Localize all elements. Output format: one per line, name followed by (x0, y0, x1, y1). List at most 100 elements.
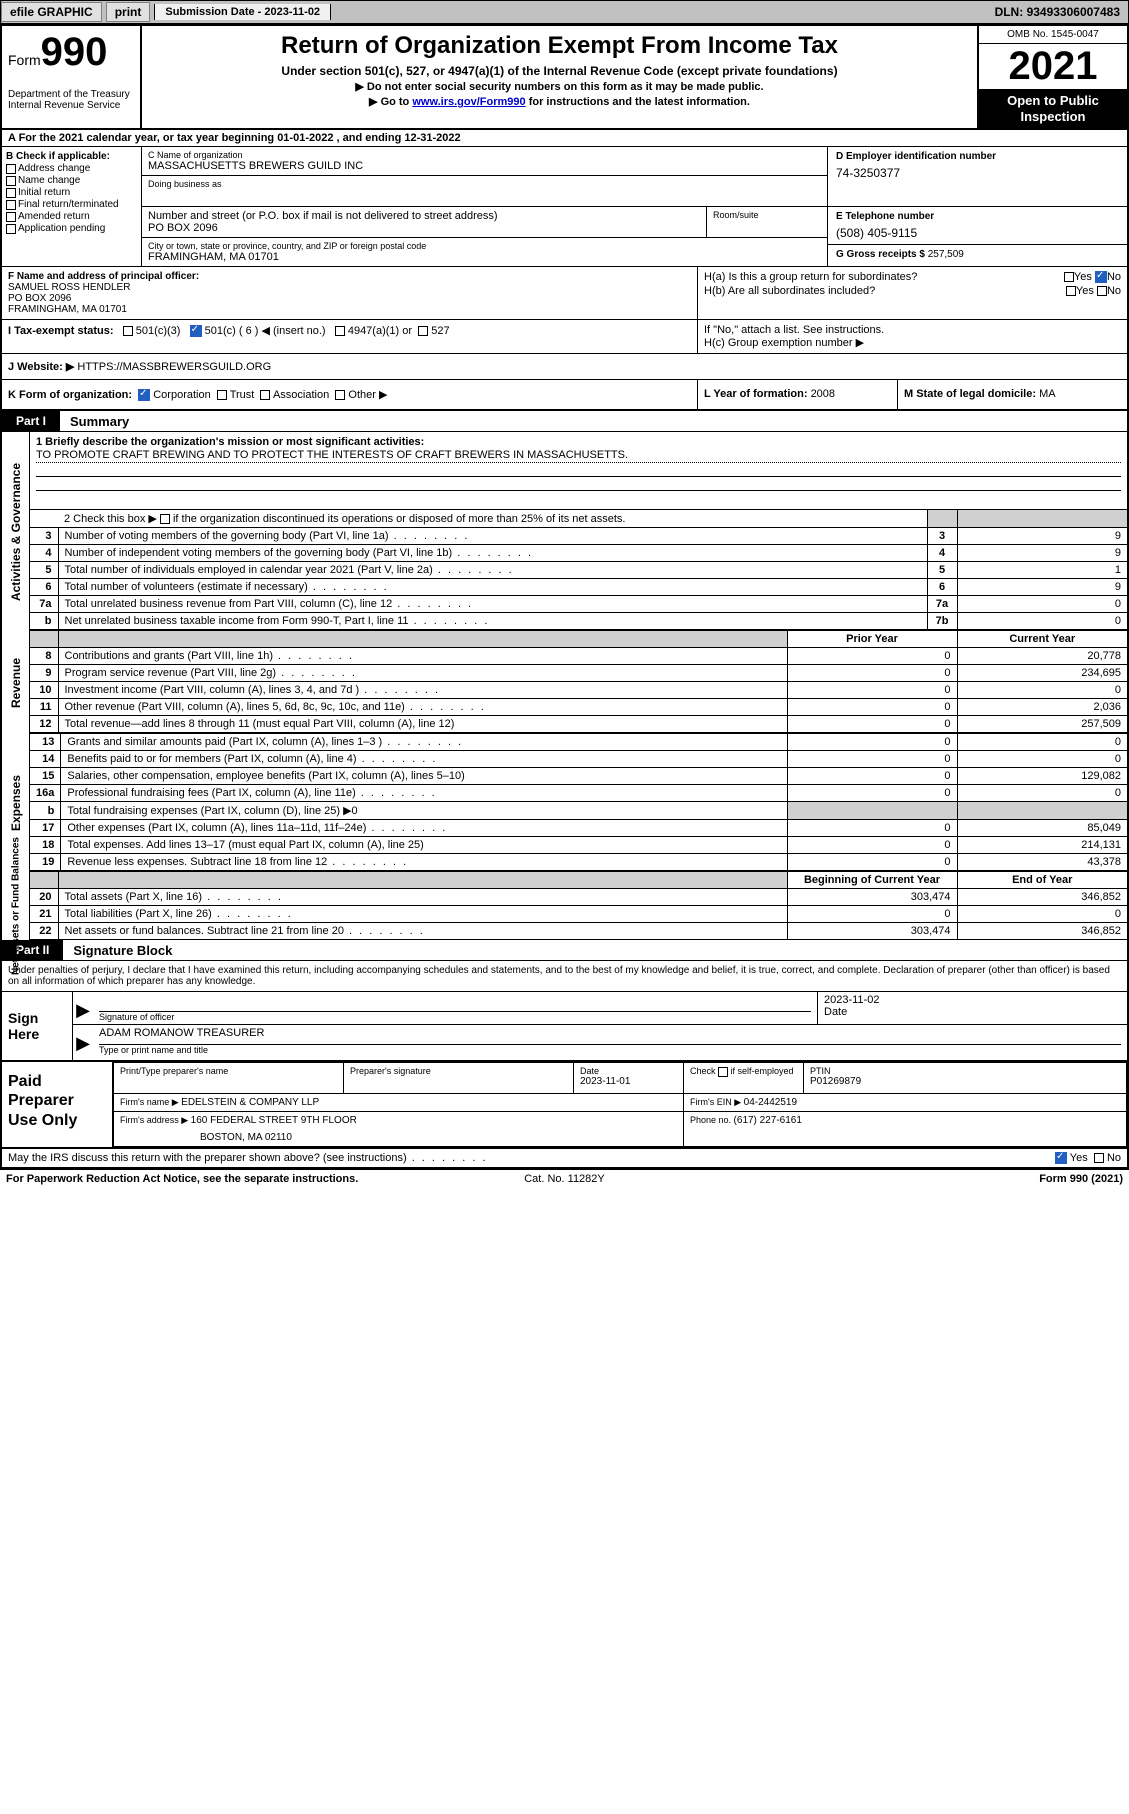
org-name: MASSACHUSETTS BREWERS GUILD INC (148, 160, 821, 172)
dept-treasury: Department of the Treasury Internal Reve… (8, 89, 134, 111)
chk-discontinued[interactable] (160, 514, 170, 524)
dba-row: Doing business as (142, 176, 827, 207)
chk-4947[interactable] (335, 326, 345, 336)
ein-row: D Employer identification number 74-3250… (828, 147, 1127, 207)
chk-name-change[interactable]: Name change (6, 175, 137, 186)
hb-yes[interactable]: Yes (1066, 285, 1094, 297)
arrow-icon: ▶ (73, 992, 93, 1024)
discuss-no[interactable]: No (1094, 1152, 1121, 1164)
paid-preparer-section: Paid Preparer Use Only Print/Type prepar… (2, 1062, 1127, 1149)
ha-no[interactable]: No (1095, 271, 1121, 283)
table-row: 9Program service revenue (Part VIII, lin… (30, 665, 1127, 682)
sig-date: 2023-11-02 Date (817, 992, 1127, 1024)
tax-year: 2021 (979, 44, 1127, 89)
table-row: 3Number of voting members of the governi… (30, 528, 1127, 545)
chk-application-pending[interactable]: Application pending (6, 223, 137, 234)
top-toolbar: efile GRAPHIC print Submission Date - 20… (0, 0, 1129, 24)
col-h-group: H(a) Is this a group return for subordin… (697, 267, 1127, 319)
officer-name-field: ADAM ROMANOW TREASURER Type or print nam… (93, 1025, 1127, 1057)
col-f-officer: F Name and address of principal officer:… (2, 267, 697, 319)
irs-link[interactable]: www.irs.gov/Form990 (412, 96, 525, 108)
form-990: Form990 Department of the Treasury Inter… (0, 24, 1129, 1170)
preparer-self-emp[interactable]: Check if self-employed (684, 1063, 804, 1094)
chk-assoc[interactable] (260, 390, 270, 400)
table-row: 4Number of independent voting members of… (30, 545, 1127, 562)
firm-address: Firm's address ▶ 160 FEDERAL STREET 9TH … (114, 1112, 684, 1147)
part-2-header: Part II Signature Block (2, 940, 1127, 961)
paid-preparer-label: Paid Preparer Use Only (2, 1062, 112, 1147)
form-header: Form990 Department of the Treasury Inter… (2, 26, 1127, 130)
table-row: 14Benefits paid to or for members (Part … (30, 751, 1127, 768)
mission-text: TO PROMOTE CRAFT BREWING AND TO PROTECT … (36, 448, 1121, 463)
header-right: OMB No. 1545-0047 2021 Open to Public In… (977, 26, 1127, 128)
subtitle-1: Under section 501(c), 527, or 4947(a)(1)… (152, 64, 967, 78)
col-h-cont: If "No," attach a list. See instructions… (697, 320, 1127, 353)
table-row: 20Total assets (Part X, line 16)303,4743… (30, 889, 1127, 906)
col-c-org-info: C Name of organization MASSACHUSETTS BRE… (142, 147, 827, 266)
chk-amended-return[interactable]: Amended return (6, 211, 137, 222)
table-row: 17Other expenses (Part IX, column (A), l… (30, 820, 1127, 837)
tax-exempt-status: I Tax-exempt status: 501(c)(3) 501(c) ( … (2, 320, 697, 353)
officer-name: SAMUEL ROSS HENDLER (8, 282, 691, 293)
section-governance: Activities & Governance 1 Briefly descri… (2, 432, 1127, 631)
chk-501c[interactable] (190, 325, 202, 337)
vtab-governance: Activities & Governance (9, 463, 23, 601)
form-title: Return of Organization Exempt From Incom… (152, 32, 967, 60)
table-row: 18Total expenses. Add lines 13–17 (must … (30, 837, 1127, 854)
table-row: 13Grants and similar amounts paid (Part … (30, 734, 1127, 751)
part-1-header: Part I Summary (2, 411, 1127, 432)
col-b-checkboxes: B Check if applicable: Address change Na… (2, 147, 142, 266)
chk-initial-return[interactable]: Initial return (6, 187, 137, 198)
chk-corp[interactable] (138, 389, 150, 401)
firm-phone: Phone no. (617) 227-6161 (684, 1112, 1127, 1147)
year-formation: L Year of formation: 2008 (697, 380, 897, 409)
gross-receipts: 257,509 (928, 249, 964, 260)
table-row: 21Total liabilities (Part X, line 26)00 (30, 906, 1127, 923)
submission-date: Submission Date - 2023-11-02 (154, 4, 331, 20)
section-bcd: B Check if applicable: Address change Na… (2, 147, 1127, 267)
net-assets-table: Beginning of Current YearEnd of Year 20T… (30, 872, 1127, 940)
hb-no[interactable]: No (1097, 285, 1121, 297)
preparer-ptin: PTINP01269879 (804, 1063, 1127, 1094)
ha-yes[interactable]: Yes (1064, 271, 1092, 283)
firm-ein: Firm's EIN ▶ 04-2442519 (684, 1094, 1127, 1112)
preparer-signature[interactable]: Preparer's signature (344, 1063, 574, 1094)
governance-table: 2 Check this box ▶ if the organization d… (30, 510, 1127, 631)
table-row: 5Total number of individuals employed in… (30, 562, 1127, 579)
chk-other[interactable] (335, 390, 345, 400)
vtab-revenue: Revenue (9, 658, 23, 708)
sign-here-section: Sign Here ▶ Signature of officer 2023-11… (2, 992, 1127, 1062)
page-footer: For Paperwork Reduction Act Notice, see … (0, 1170, 1129, 1188)
website-url: HTTPS://MASSBREWERSGUILD.ORG (77, 361, 271, 373)
print-button[interactable]: print (106, 2, 151, 22)
chk-527[interactable] (418, 326, 428, 336)
signature-declaration: Under penalties of perjury, I declare th… (2, 961, 1127, 992)
dln: DLN: 93493306007483 (987, 3, 1128, 21)
preparer-name: Print/Type preparer's name (114, 1063, 344, 1094)
table-row: bNet unrelated business taxable income f… (30, 613, 1127, 631)
table-row: 15Salaries, other compensation, employee… (30, 768, 1127, 785)
city-row: City or town, state or province, country… (142, 238, 827, 266)
chk-trust[interactable] (217, 390, 227, 400)
org-name-row: C Name of organization MASSACHUSETTS BRE… (142, 147, 827, 176)
discuss-yes[interactable]: Yes (1055, 1152, 1088, 1164)
row-a-tax-year: A For the 2021 calendar year, or tax yea… (2, 130, 1127, 147)
preparer-table: Print/Type preparer's name Preparer's si… (113, 1062, 1127, 1147)
section-net-assets: Net Assets or Fund Balances Beginning of… (2, 872, 1127, 940)
table-row: 8Contributions and grants (Part VIII, li… (30, 648, 1127, 665)
form-number: Form990 (8, 30, 134, 75)
expenses-table: 13Grants and similar amounts paid (Part … (30, 734, 1127, 872)
chk-501c3[interactable] (123, 326, 133, 336)
table-row: 11Other revenue (Part VIII, column (A), … (30, 699, 1127, 716)
subtitle-3: ▶ Go to www.irs.gov/Form990 for instruct… (152, 95, 967, 108)
section-expenses: Expenses 13Grants and similar amounts pa… (2, 734, 1127, 872)
row-i: I Tax-exempt status: 501(c)(3) 501(c) ( … (2, 320, 1127, 354)
street-row: Number and street (or P.O. box if mail i… (142, 207, 827, 238)
chk-final-return[interactable]: Final return/terminated (6, 199, 137, 210)
table-row: bTotal fundraising expenses (Part IX, co… (30, 802, 1127, 820)
sign-here-label: Sign Here (2, 992, 72, 1060)
chk-address-change[interactable]: Address change (6, 163, 137, 174)
preparer-date: Date2023-11-01 (574, 1063, 684, 1094)
city: FRAMINGHAM, MA 01701 (148, 251, 821, 263)
officer-signature-field[interactable]: Signature of officer (93, 992, 817, 1024)
